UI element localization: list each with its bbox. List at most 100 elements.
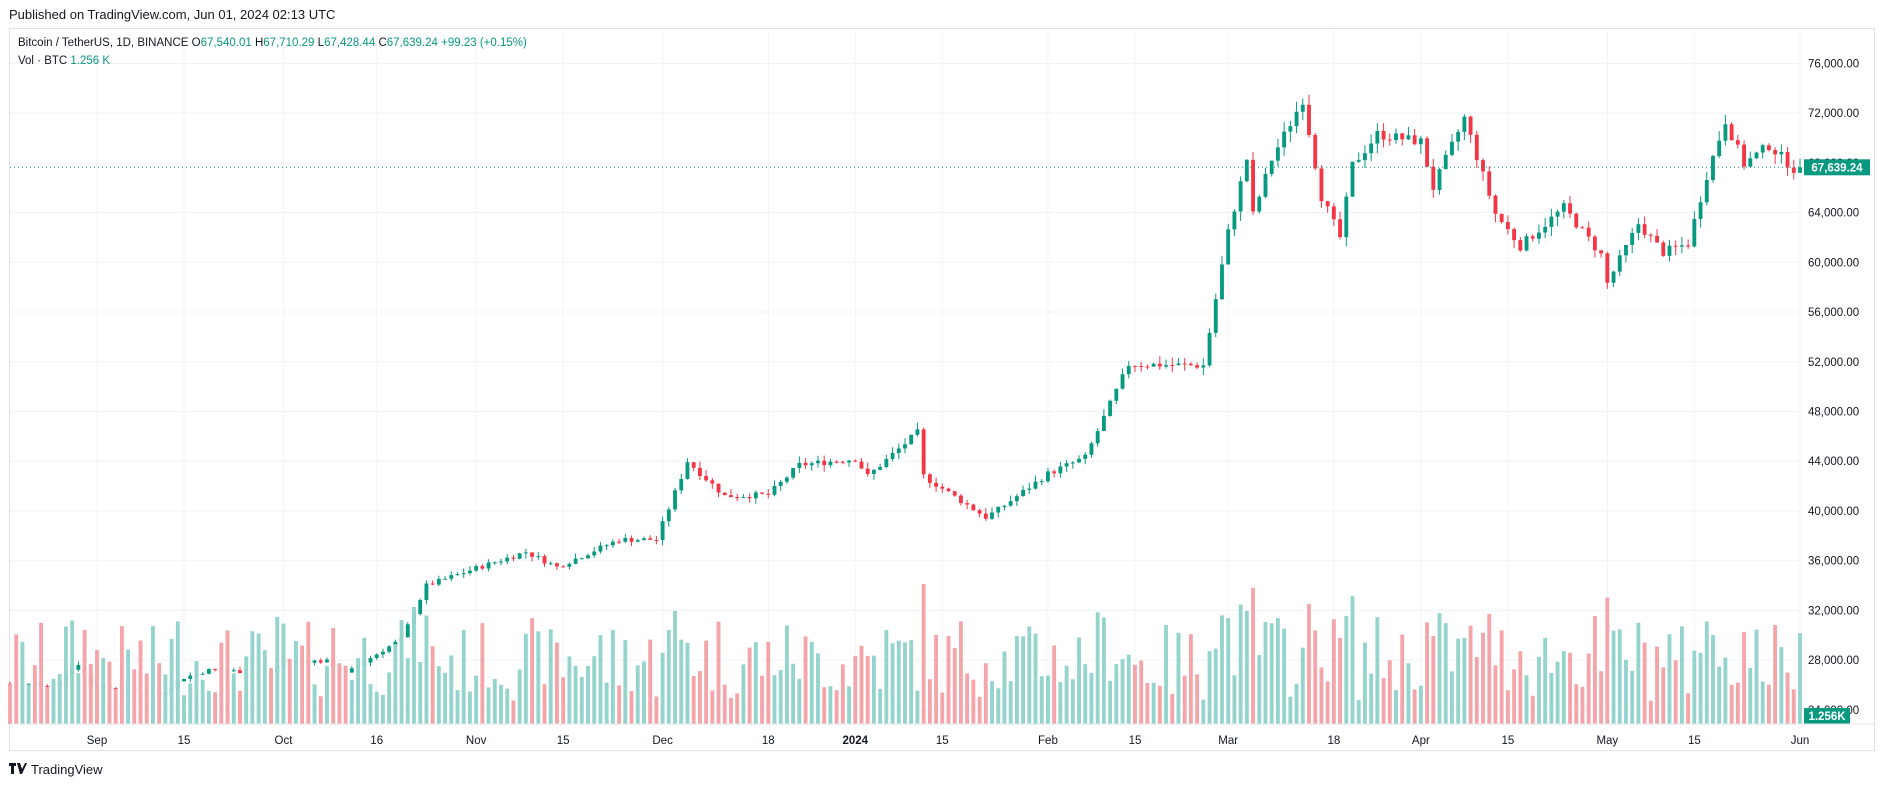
candle-body — [492, 562, 497, 564]
candle-body — [1798, 167, 1802, 173]
candle-body — [1151, 363, 1156, 367]
candle-body — [1263, 173, 1268, 197]
candle-body — [318, 660, 323, 663]
volume-bar — [666, 630, 671, 724]
volume-bar — [1195, 674, 1200, 724]
volume-label[interactable]: Vol · BTC — [18, 55, 68, 67]
volume-bar — [697, 671, 702, 724]
candle-body — [1468, 116, 1473, 135]
volume-bar — [1139, 660, 1144, 724]
volume-bar — [1785, 672, 1790, 724]
candle-body — [716, 483, 721, 493]
candle-body — [517, 553, 522, 559]
volume-bar — [1592, 616, 1597, 724]
candle-body — [934, 482, 939, 487]
volume-bar — [418, 661, 423, 724]
candle-body — [592, 551, 597, 556]
volume-bar — [126, 649, 131, 724]
volume-bar — [107, 661, 112, 724]
volume-bar — [1549, 672, 1554, 724]
volume-bar — [380, 694, 385, 724]
candle-body — [567, 563, 572, 567]
footer-brand[interactable]: TradingView — [31, 762, 103, 777]
candle-body — [1723, 124, 1728, 141]
volume-bar — [144, 673, 149, 724]
last-volume-badge — [1804, 708, 1850, 724]
candle-body — [828, 461, 833, 466]
candle-body — [1555, 211, 1560, 217]
volume-bar — [573, 666, 578, 724]
volume-bar — [206, 690, 211, 724]
candle-body — [1220, 264, 1224, 300]
volume-bar — [660, 652, 665, 724]
volume-bar — [188, 683, 193, 724]
candle-body — [368, 658, 373, 663]
volume-bar — [1387, 660, 1392, 724]
symbol-label[interactable]: Bitcoin / TetherUS, 1D, BINANCE — [18, 37, 189, 49]
volume-bar — [57, 674, 62, 724]
volume-bar — [138, 640, 143, 724]
x-tick-label: 15 — [557, 735, 570, 747]
volume-bar — [828, 686, 833, 724]
volume-bar — [530, 618, 535, 724]
candle-body — [1648, 234, 1653, 236]
high-value: 67,710.29 — [263, 37, 315, 49]
candle-body — [1785, 152, 1790, 168]
volume-bar — [1108, 680, 1113, 724]
candle-body — [797, 462, 802, 469]
candle-body — [436, 578, 441, 585]
volume-bar — [405, 658, 410, 724]
candle-body — [803, 462, 808, 466]
candle-body — [1611, 271, 1616, 283]
volume-bar — [1580, 686, 1585, 724]
volume-bar — [579, 677, 584, 724]
volume-bar — [760, 675, 764, 724]
volume-bar — [959, 621, 963, 724]
candle-body — [1213, 299, 1218, 333]
volume-bar — [1487, 614, 1492, 724]
volume-bar — [1375, 617, 1380, 724]
volume-bar — [1493, 665, 1498, 724]
volume-bar — [772, 675, 777, 724]
candle-body — [747, 497, 752, 499]
volume-bar — [119, 626, 124, 724]
volume-bar — [312, 684, 317, 724]
volume-bar — [1089, 672, 1094, 724]
volume-bar — [778, 670, 783, 724]
volume-bar — [1611, 630, 1616, 724]
volume-bar — [635, 665, 640, 724]
candle-body — [741, 497, 746, 499]
volume-bar — [1356, 700, 1361, 724]
candle-body — [523, 552, 528, 554]
candle-body — [1617, 255, 1622, 272]
volume-bar — [946, 636, 951, 724]
volume-bar — [318, 696, 323, 724]
volume-bar — [1555, 661, 1560, 724]
x-tick-label: 2024 — [842, 735, 868, 747]
candle-body — [840, 461, 845, 463]
volume-bar — [1257, 655, 1262, 724]
candle-body — [977, 510, 982, 514]
candle-body — [729, 495, 733, 498]
volume-bar — [492, 678, 497, 724]
candle-body — [1288, 126, 1293, 132]
last-price-badge — [1804, 159, 1870, 176]
candle-body — [847, 460, 851, 463]
candle-body — [722, 492, 727, 496]
volume-bar — [474, 675, 479, 724]
candle-body — [909, 434, 914, 445]
candle-body — [915, 429, 920, 435]
volume-bar — [1537, 656, 1541, 724]
volume-bar — [1244, 610, 1249, 724]
candle-body — [1773, 150, 1778, 155]
x-tick-label: May — [1596, 735, 1618, 747]
volume-bar — [871, 655, 876, 724]
volume-bar — [1188, 633, 1193, 724]
volume-bar — [673, 610, 677, 724]
candle-body — [374, 654, 379, 659]
volume-bar — [505, 688, 510, 724]
candle-body — [45, 685, 50, 687]
volume-bar — [927, 679, 932, 724]
tradingview-logo-icon[interactable] — [9, 762, 27, 777]
